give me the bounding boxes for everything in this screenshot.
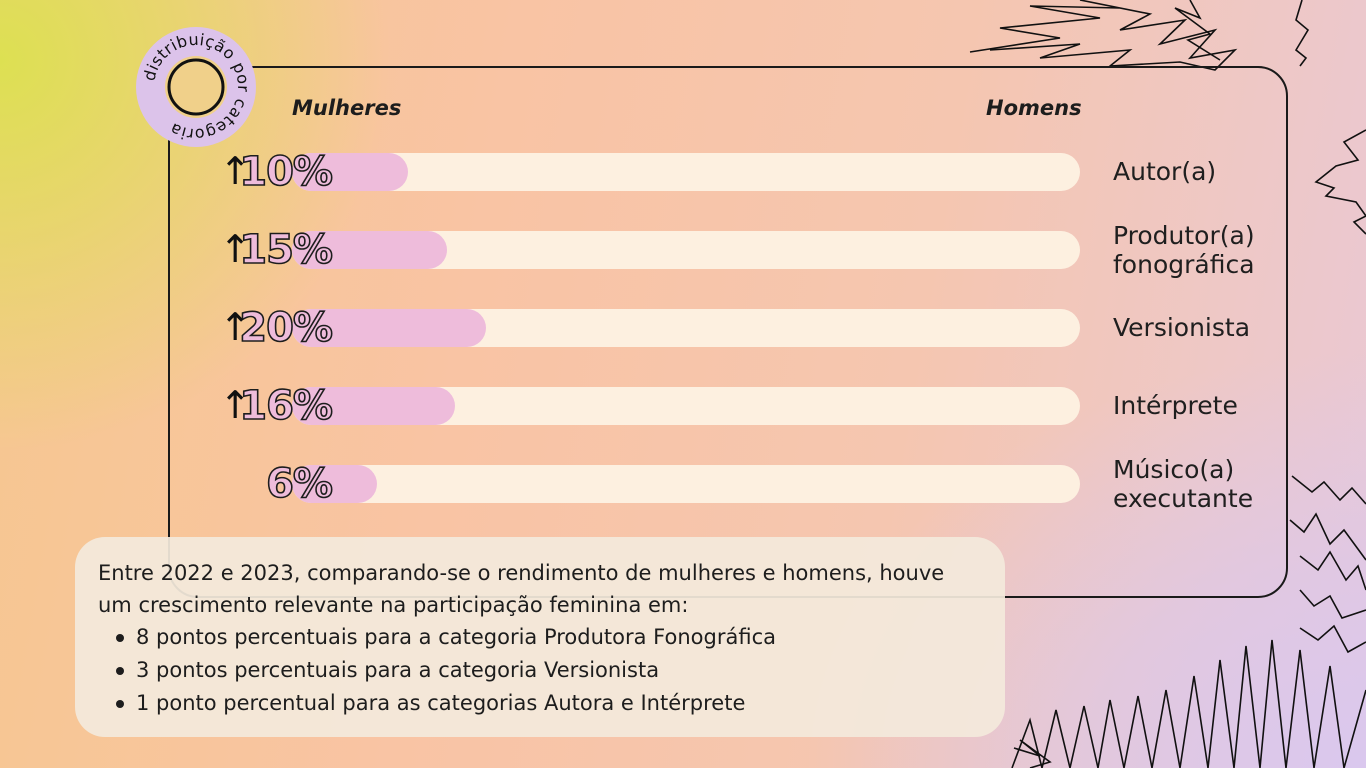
- edge-scribble-right: [1294, 0, 1310, 67]
- category-label: Autor(a): [1113, 157, 1216, 186]
- value-label: 20%: [238, 304, 333, 352]
- zigzag-scribble-4: [1299, 589, 1366, 619]
- bar-track: [292, 387, 1080, 425]
- zigzag-scribble-1: [1291, 475, 1366, 505]
- bar-fill-women: [292, 387, 455, 425]
- bar-track: [292, 309, 1080, 347]
- spike-scribble-bottom: [1011, 639, 1366, 768]
- summary-item: 3 pontos percentuais para a categoria Ve…: [116, 654, 983, 687]
- zigzag-scribble-2: [1289, 512, 1366, 561]
- summary-item: 1 ponto percentual para as categorias Au…: [116, 687, 983, 720]
- summary-intro: Entre 2022 e 2023, comparando-se o rendi…: [98, 561, 945, 617]
- category-label-line: Intérprete: [1113, 391, 1238, 420]
- category-label-line: Músico(a): [1113, 455, 1235, 484]
- value-label: 10%: [238, 148, 333, 196]
- category-badge: distribuição por categoria: [135, 26, 257, 148]
- category-label-line: Produtor(a): [1113, 221, 1255, 250]
- spike-scribble-bottom-2: [1013, 739, 1052, 768]
- category-label: Músico(a) executante: [1113, 455, 1253, 513]
- burst-scribble-top: [969, 0, 1238, 71]
- bar-track: [292, 231, 1080, 269]
- value-label: 6%: [265, 460, 334, 508]
- bar-track: [292, 153, 1080, 191]
- summary-note: Entre 2022 e 2023, comparando-se o rendi…: [75, 537, 1005, 737]
- bar-track: [292, 465, 1080, 503]
- category-label-line: fonográfica: [1113, 250, 1255, 279]
- edge-scribble-right-2: [1314, 129, 1366, 235]
- category-label-line: Autor(a): [1113, 157, 1217, 186]
- bar-fill-women: [292, 153, 408, 191]
- bar-fill-women: [292, 465, 377, 503]
- up-arrow-icon: ↑: [219, 383, 252, 427]
- zigzag-scribble-3: [1299, 550, 1366, 591]
- up-arrow-icon: ↑: [219, 305, 252, 349]
- value-label: 16%: [238, 382, 333, 430]
- summary-list: 8 pontos percentuais para a categoria Pr…: [98, 621, 983, 720]
- men-column-label: Homens: [986, 96, 1082, 120]
- bar-fill-women: [292, 231, 447, 269]
- summary-item: 8 pontos percentuais para a categoria Pr…: [116, 621, 983, 654]
- burst-scribble-top-2: [1174, 0, 1221, 61]
- category-label: Intérprete: [1113, 391, 1238, 420]
- up-arrow-icon: ↑: [219, 149, 252, 193]
- bar-fill-women: [292, 309, 486, 347]
- women-column-label: Mulheres: [292, 96, 402, 120]
- category-label: Versionista: [1113, 313, 1250, 342]
- category-label-line: executante: [1113, 484, 1254, 513]
- value-label: 15%: [238, 226, 333, 274]
- zigzag-scribble-5: [1299, 624, 1366, 654]
- category-label-line: Versionista: [1113, 313, 1251, 342]
- category-label: Produtor(a) fonográfica: [1113, 221, 1255, 279]
- up-arrow-icon: ↑: [219, 227, 252, 271]
